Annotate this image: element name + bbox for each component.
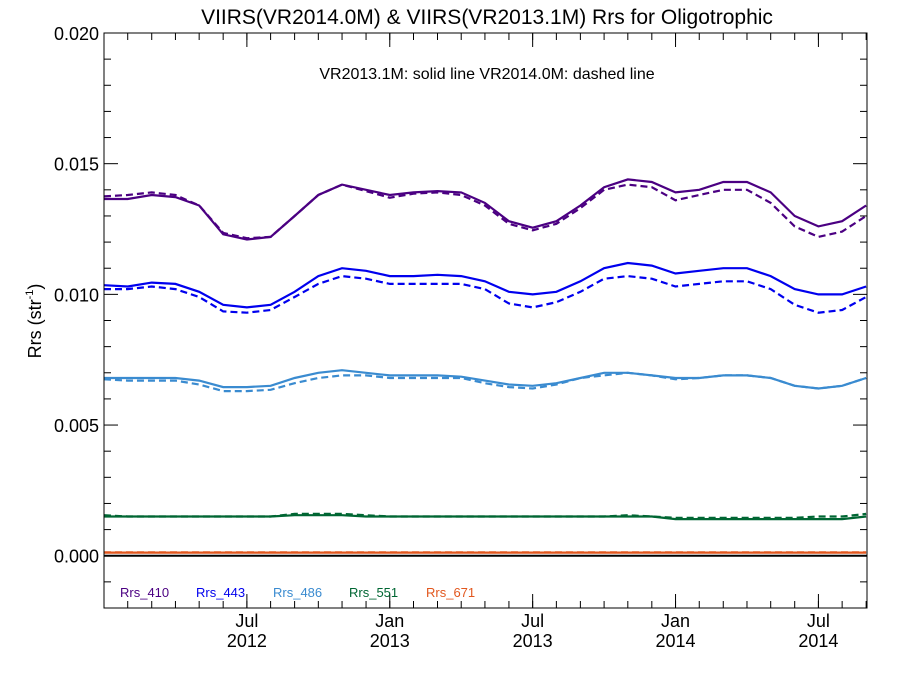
y-tick-label: 0.000: [54, 547, 99, 567]
legend-label-rrs-486: Rrs_486: [273, 585, 322, 600]
y-tick-label: 0.005: [54, 416, 99, 436]
x-tick-month: Jan: [661, 611, 690, 631]
plot-lines: [103, 178, 867, 557]
line-style-note: VR2013.1M: solid line VR2014.0M: dashed …: [319, 66, 654, 83]
series-rrs-443-dashed: [104, 274, 867, 314]
legend-label-rrs-671: Rrs_671: [426, 585, 475, 600]
legend-label-rrs-443: Rrs_443: [196, 585, 245, 600]
x-tick-year: 2013: [513, 631, 553, 651]
series-rrs-486-solid: [104, 369, 867, 390]
chart-title: VIIRS(VR2014.0M) & VIIRS(VR2013.1M) Rrs …: [201, 6, 773, 29]
legend-label-rrs-410: Rrs_410: [120, 585, 169, 600]
x-tick-year: 2013: [370, 631, 410, 651]
y-tick-label: 0.010: [54, 285, 99, 305]
y-tick-label: 0.015: [54, 155, 99, 175]
x-tick-month: Jul: [807, 611, 830, 631]
legend-label-rrs-551: Rrs_551: [349, 585, 398, 600]
legend: Rrs_410 Rrs_443 Rrs_486 Rrs_551 Rrs_671: [120, 585, 475, 600]
y-axis-label: Rrs (str-1): [24, 284, 45, 359]
series-rrs-410-dashed: [103, 183, 867, 240]
series-rrs-443-solid: [103, 261, 867, 309]
plot-frame: [103, 32, 868, 609]
x-tick-year: 2012: [227, 631, 267, 651]
x-tick-year: 2014: [656, 631, 696, 651]
x-tick-month: Jan: [375, 611, 404, 631]
x-tick-year: 2014: [798, 631, 838, 651]
x-tick-month: Jul: [521, 611, 544, 631]
axes: 0.0000.0050.0100.0150.020Jul2012Jan2013J…: [54, 24, 868, 651]
y-tick-label: 0.020: [54, 24, 99, 44]
series-rrs-486-dashed: [103, 371, 867, 393]
y-axis-label-close: ): [25, 284, 45, 290]
y-axis-label-main: Rrs (str: [25, 299, 45, 358]
x-tick-month: Jul: [235, 611, 258, 631]
series-rrs-551-dashed: [103, 512, 867, 519]
series-rrs-410-solid: [104, 178, 867, 241]
y-axis-label-sup: -1: [24, 290, 36, 300]
